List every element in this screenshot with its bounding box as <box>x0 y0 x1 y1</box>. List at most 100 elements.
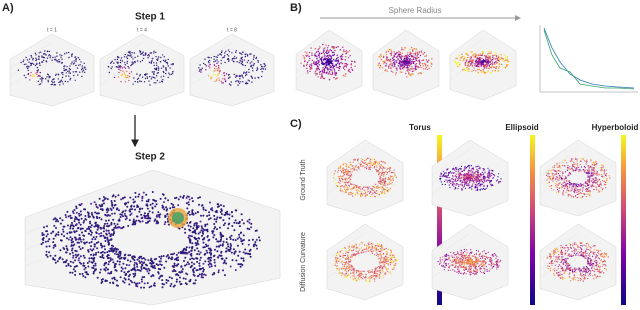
point <box>108 225 110 227</box>
point <box>221 63 222 64</box>
point <box>345 182 346 183</box>
point <box>125 64 126 65</box>
point <box>589 195 590 196</box>
point <box>376 165 377 166</box>
point <box>185 249 187 251</box>
point <box>198 253 200 255</box>
point <box>383 63 384 64</box>
point <box>203 242 205 244</box>
point <box>483 69 484 70</box>
point <box>40 72 41 73</box>
point <box>32 76 33 77</box>
point <box>118 209 120 211</box>
point <box>189 247 191 249</box>
point <box>78 65 79 66</box>
point <box>69 215 71 217</box>
point <box>476 184 477 185</box>
point <box>372 189 373 190</box>
point <box>391 176 392 177</box>
point <box>145 264 147 266</box>
point <box>163 255 165 257</box>
point <box>242 64 243 65</box>
point <box>189 230 191 232</box>
point <box>315 73 316 74</box>
point <box>341 56 342 57</box>
point <box>416 55 417 56</box>
point <box>216 228 218 230</box>
point <box>241 264 243 266</box>
point <box>65 265 67 267</box>
point <box>127 225 129 227</box>
point <box>453 179 454 180</box>
point <box>248 80 249 81</box>
point <box>354 169 355 170</box>
point <box>477 55 478 56</box>
point <box>85 69 86 70</box>
point <box>384 62 385 63</box>
point <box>335 183 336 184</box>
point <box>449 182 450 183</box>
point <box>313 63 314 64</box>
point <box>477 172 478 173</box>
point <box>571 168 572 169</box>
point <box>323 59 324 60</box>
point <box>91 212 93 214</box>
point <box>304 57 305 58</box>
point <box>47 240 49 242</box>
point <box>126 63 127 64</box>
point <box>476 181 477 182</box>
point <box>600 184 601 185</box>
point <box>137 56 138 57</box>
point <box>588 191 589 192</box>
point <box>196 224 198 226</box>
point <box>132 84 133 85</box>
point <box>168 77 169 78</box>
point <box>569 182 570 183</box>
point <box>239 251 241 253</box>
point <box>442 176 443 177</box>
point <box>328 52 329 53</box>
point <box>80 248 82 250</box>
point <box>208 248 210 250</box>
point <box>103 200 105 202</box>
point <box>72 252 74 254</box>
point <box>136 206 138 208</box>
point <box>378 170 379 171</box>
point <box>382 67 383 68</box>
point <box>404 59 405 60</box>
point <box>75 239 77 241</box>
point <box>200 71 201 72</box>
point <box>53 225 55 227</box>
point <box>317 66 318 67</box>
point <box>491 185 492 186</box>
point <box>345 59 346 60</box>
point <box>343 186 344 187</box>
point <box>117 63 118 64</box>
point <box>390 264 391 265</box>
point <box>126 56 127 57</box>
point <box>74 57 75 58</box>
point <box>239 222 241 224</box>
point <box>115 251 117 253</box>
point <box>376 188 377 189</box>
point <box>119 264 121 266</box>
point <box>486 72 487 73</box>
point <box>489 176 490 177</box>
point <box>426 67 427 68</box>
point <box>103 245 105 247</box>
point <box>469 178 470 179</box>
point <box>57 61 58 62</box>
point <box>39 62 40 63</box>
point <box>474 63 475 64</box>
point <box>245 54 246 55</box>
point <box>316 63 317 64</box>
point <box>116 284 118 286</box>
point <box>357 193 358 194</box>
point <box>453 183 454 184</box>
point <box>74 250 76 252</box>
point <box>116 280 118 282</box>
point <box>73 225 75 227</box>
point <box>69 228 71 230</box>
point <box>477 66 478 67</box>
point <box>330 74 331 75</box>
